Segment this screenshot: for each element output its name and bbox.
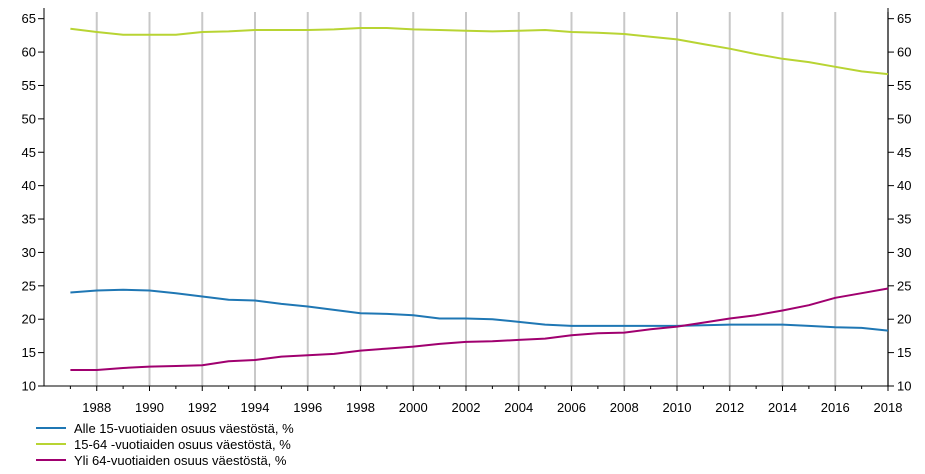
y-tick-label-right: 15 bbox=[897, 345, 911, 360]
legend: Alle 15-vuotiaiden osuus väestöstä, % 15… bbox=[36, 420, 294, 468]
x-tick-label: 2014 bbox=[768, 400, 797, 415]
y-tick-label-right: 20 bbox=[897, 312, 911, 327]
x-tick-label: 1990 bbox=[135, 400, 164, 415]
y-tick-label-right: 40 bbox=[897, 178, 911, 193]
x-tick-label: 2008 bbox=[610, 400, 639, 415]
x-tick-label: 2004 bbox=[504, 400, 533, 415]
y-tick-label-right: 45 bbox=[897, 145, 911, 160]
y-axis-right-ticks: 10 15 20 25 30 35 40 45 50 55 60 65 bbox=[888, 11, 911, 394]
y-tick-label-left: 65 bbox=[22, 11, 36, 26]
y-tick-label-left: 25 bbox=[22, 278, 36, 293]
y-tick-label-left: 30 bbox=[22, 245, 36, 260]
y-tick-label-left: 60 bbox=[22, 45, 36, 60]
legend-swatch-under-15 bbox=[36, 427, 66, 429]
x-tick-label: 2012 bbox=[715, 400, 744, 415]
y-tick-label-left: 55 bbox=[22, 78, 36, 93]
series-lines bbox=[70, 27, 889, 371]
series-line-over-64 bbox=[70, 287, 889, 371]
x-tick-label: 2000 bbox=[399, 400, 428, 415]
y-tick-label-left: 40 bbox=[22, 178, 36, 193]
x-tick-label: 2016 bbox=[821, 400, 850, 415]
x-tick-label: 2018 bbox=[874, 400, 903, 415]
y-tick-label-left: 35 bbox=[22, 212, 36, 227]
legend-swatch-over-64 bbox=[36, 459, 66, 461]
x-tick-label: 1992 bbox=[188, 400, 217, 415]
legend-swatch-15-64 bbox=[36, 443, 66, 445]
y-tick-label-right: 25 bbox=[897, 278, 911, 293]
y-tick-label-left: 20 bbox=[22, 312, 36, 327]
y-tick-label-right: 55 bbox=[897, 78, 911, 93]
legend-item-over-64: Yli 64-vuotiaiden osuus väestöstä, % bbox=[36, 452, 294, 468]
y-tick-label-left: 10 bbox=[22, 379, 36, 394]
series-line-15-64 bbox=[70, 27, 889, 76]
x-tick-label: 1994 bbox=[241, 400, 270, 415]
y-tick-label-right: 60 bbox=[897, 45, 911, 60]
x-tick-label: 1988 bbox=[82, 400, 111, 415]
y-tick-label-left: 50 bbox=[22, 111, 36, 126]
legend-label-over-64: Yli 64-vuotiaiden osuus väestöstä, % bbox=[74, 452, 287, 468]
x-tick-label: 2010 bbox=[663, 400, 692, 415]
x-tick-label: 1998 bbox=[346, 400, 375, 415]
y-tick-label-left: 45 bbox=[22, 145, 36, 160]
x-tick-label: 2006 bbox=[557, 400, 586, 415]
y-tick-label-left: 15 bbox=[22, 345, 36, 360]
gridlines bbox=[95, 12, 889, 386]
y-axis-left-ticks: 10 15 20 25 30 35 40 45 50 55 60 65 bbox=[22, 11, 44, 394]
legend-item-15-64: 15-64 -vuotiaiden osuus väestöstä, % bbox=[36, 436, 294, 452]
x-axis-ticks: 1988 1990 1992 1994 1996 1998 2000 2002 2004 2006… bbox=[69, 386, 903, 415]
y-tick-label-right: 65 bbox=[897, 11, 911, 26]
legend-item-under-15: Alle 15-vuotiaiden osuus väestöstä, % bbox=[36, 420, 294, 436]
series-line-under-15 bbox=[70, 288, 889, 332]
y-tick-label-right: 35 bbox=[897, 212, 911, 227]
legend-label-15-64: 15-64 -vuotiaiden osuus väestöstä, % bbox=[74, 436, 291, 452]
line-chart: 10 15 20 25 30 35 40 45 50 55 60 65 10 15 20 25 30 35 40 4… bbox=[22, 8, 911, 415]
x-tick-label: 1996 bbox=[293, 400, 322, 415]
y-tick-label-right: 50 bbox=[897, 111, 911, 126]
x-tick-label: 2002 bbox=[452, 400, 481, 415]
y-tick-label-right: 30 bbox=[897, 245, 911, 260]
y-tick-label-right: 10 bbox=[897, 379, 911, 394]
legend-label-under-15: Alle 15-vuotiaiden osuus väestöstä, % bbox=[74, 420, 294, 436]
